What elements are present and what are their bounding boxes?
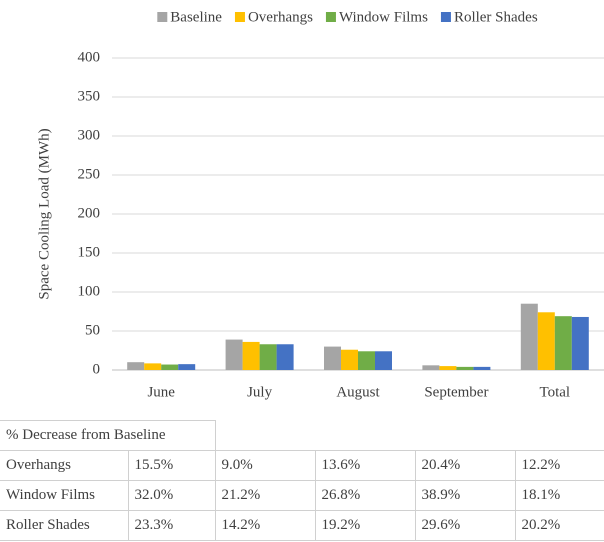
y-tick-label: 350 [78,88,101,104]
legend-label: Roller Shades [454,9,538,25]
chart: Space Cooling Load (MWh) 0 50 100 150 200 250… [36,9,604,400]
y-tick-label: 0 [93,361,101,377]
bar [144,363,162,370]
bar [537,312,555,370]
legend-swatch [234,12,245,22]
table-row: Overhangs 15.5% 9.0% 13.6% 20.4% 12.2% [0,450,604,481]
legend-label: Overhangs [248,9,313,25]
table-cell: 20.2% [514,510,604,541]
table-title: % Decrease from Baseline [0,420,216,451]
table-cell: 20.4% [414,450,516,481]
legend-swatch [157,12,168,22]
x-tick-label: September [424,384,488,400]
y-tick-label: 250 [78,166,101,182]
x-tick-label: August [336,384,380,400]
bar [161,364,179,370]
bar [456,366,474,370]
bar [259,344,277,370]
legend-label: Baseline [170,9,222,25]
row-label: Window Films [0,480,129,511]
table-cell: 15.5% [127,450,216,481]
bar [473,366,491,370]
bar [341,349,358,370]
table-cell: 29.6% [414,510,516,541]
legend-label: Window Films [339,9,428,25]
row-label: Roller Shades [0,510,129,541]
table-cell: 21.2% [214,480,316,511]
x-tick-label: Total [539,384,570,400]
bar [225,339,243,370]
table-cell: 32.0% [127,480,216,511]
table-cell: 12.2% [514,450,604,481]
y-tick-label: 50 [85,322,100,338]
y-tick-label: 400 [78,49,101,65]
table-row: Roller Shades 23.3% 14.2% 19.2% 29.6% 20.2% [0,510,604,541]
table-cell: 26.8% [314,480,416,511]
bar [520,303,538,370]
bar [276,344,294,370]
bar [554,316,572,370]
table-row: Window Films 32.0% 21.2% 26.8% 38.9% 18.1% [0,480,604,511]
table-cell: 23.3% [127,510,216,541]
bar [324,346,341,370]
legend-swatch [440,12,451,22]
y-tick-label: 200 [78,205,101,221]
table-cell: 18.1% [514,480,604,511]
x-tick-label: June [147,384,175,400]
bar [571,316,589,370]
table-cell: 13.6% [314,450,416,481]
bar [375,351,392,370]
table-cell: 38.9% [414,480,516,511]
table-cell: 9.0% [214,450,316,481]
x-tick-label: July [247,384,273,400]
row-label: Overhangs [0,450,129,481]
bar [127,362,145,370]
bar [358,351,375,370]
bar [422,365,440,370]
decrease-table: % Decrease from Baseline Overhangs 15.5% 9… [0,420,604,541]
bar [178,364,196,370]
y-tick-label: 300 [78,127,101,143]
y-tick-label: 100 [78,283,101,299]
bar [439,366,457,370]
y-tick-label: 150 [78,244,101,260]
bar [242,341,260,370]
legend-swatch [325,12,336,22]
y-axis-title: Space Cooling Load (MWh) [36,128,52,299]
table-cell: 19.2% [314,510,416,541]
table-cell: 14.2% [214,510,316,541]
